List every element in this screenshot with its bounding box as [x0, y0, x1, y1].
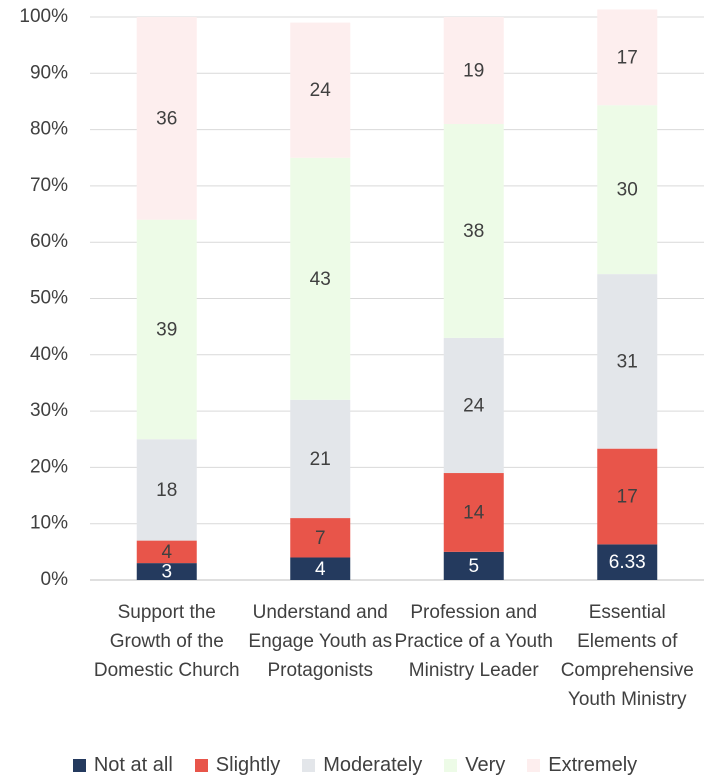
data-label: 4 — [315, 559, 326, 580]
bar-segment — [290, 557, 351, 580]
bar-segment — [597, 9, 658, 106]
bar-segment — [136, 219, 197, 440]
y-tick-label: 60% — [30, 231, 68, 252]
legend-item: Very — [444, 754, 505, 777]
bar-segment — [290, 157, 351, 400]
y-tick-label: 30% — [30, 400, 68, 421]
bar-segment — [136, 17, 197, 220]
legend-item: Not at all — [72, 754, 173, 777]
y-tick-label: 20% — [30, 456, 68, 477]
bar-segment — [290, 22, 351, 158]
bar-segment — [136, 563, 197, 580]
legend-label: Very — [465, 754, 506, 776]
legend-label: Extremely — [548, 754, 638, 776]
y-tick-label: 50% — [30, 288, 68, 309]
data-label: 6.33 — [609, 552, 646, 573]
data-label: 24 — [463, 395, 485, 416]
bar-segment — [290, 518, 351, 558]
data-label: 21 — [310, 449, 331, 470]
bar-segment — [136, 540, 197, 564]
x-tick-label: Support the Growth of the Domestic Churc… — [93, 602, 240, 681]
bar-segment — [443, 551, 504, 580]
legend-swatch — [302, 759, 316, 772]
bar-segment — [597, 448, 658, 545]
y-tick-label: 10% — [30, 513, 68, 534]
bar-segment — [597, 544, 658, 580]
data-label: 24 — [310, 80, 332, 101]
legend-swatch — [72, 759, 86, 772]
legend-item: Extremely — [527, 754, 637, 777]
data-label: 31 — [617, 351, 638, 372]
bar-segment — [597, 105, 658, 275]
data-label: 7 — [315, 528, 326, 549]
legend: Not at all Slightly Moderately Very Extremel… — [0, 754, 710, 777]
data-label: 14 — [463, 502, 485, 523]
bar-segment — [443, 17, 504, 124]
data-label: 30 — [617, 180, 638, 201]
x-tick-label: Essential Elements of Comprehensive Yout… — [560, 602, 694, 710]
y-tick-label: 80% — [30, 119, 68, 140]
y-tick-label: 90% — [30, 62, 68, 83]
legend-swatch — [194, 759, 208, 772]
y-tick-label: 0% — [41, 569, 69, 590]
legend-item: Moderately — [302, 754, 422, 777]
legend-label: Slightly — [215, 754, 281, 776]
legend-label: Not at all — [93, 754, 173, 776]
data-label: 19 — [463, 61, 484, 82]
y-tick-label: 100% — [19, 6, 68, 27]
data-label: 17 — [617, 487, 638, 508]
bar-segment — [597, 274, 658, 449]
legend-item: Slightly — [194, 754, 281, 777]
bar-segment — [443, 473, 504, 552]
bar-segment — [290, 399, 351, 519]
bar-segment — [443, 123, 504, 338]
y-tick-label: 40% — [30, 344, 68, 365]
data-label: 3 — [161, 562, 172, 583]
data-label: 17 — [617, 47, 638, 68]
data-label: 18 — [156, 480, 177, 501]
x-tick-label: Understand and Engage Youth as Protagoni… — [248, 602, 393, 681]
bar-segment — [443, 337, 504, 474]
y-tick-label: 70% — [30, 175, 68, 196]
data-label: 39 — [156, 319, 177, 340]
legend-swatch — [444, 759, 458, 772]
data-label: 43 — [310, 269, 331, 290]
legend-swatch — [527, 759, 541, 772]
data-label: 38 — [463, 221, 484, 242]
legend-label: Moderately — [323, 754, 423, 776]
x-tick-label: Profession and Practice of a Youth Minis… — [394, 602, 553, 681]
data-label: 4 — [161, 542, 172, 563]
data-label: 5 — [468, 556, 479, 577]
bar-segment — [136, 439, 197, 541]
data-label: 36 — [156, 108, 177, 129]
